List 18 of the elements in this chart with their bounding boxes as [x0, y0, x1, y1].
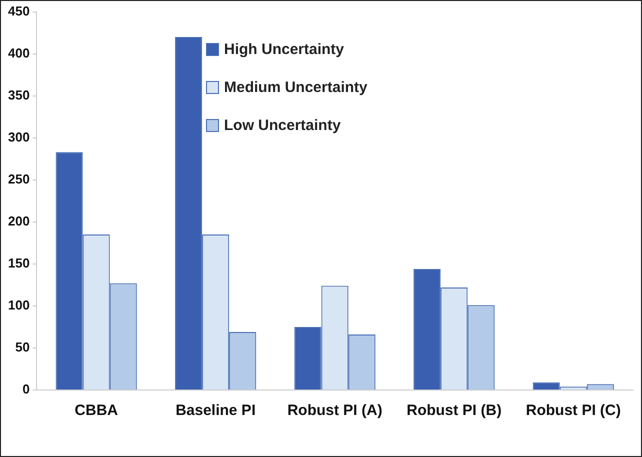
- y-tick-label: 50: [15, 340, 30, 355]
- legend-label: High Uncertainty: [224, 41, 344, 58]
- x-tick-label: Robust PI (B): [406, 402, 502, 420]
- y-tick-label: 0: [22, 382, 30, 397]
- legend-label: Low Uncertainty: [224, 117, 341, 134]
- x-tick-label: Robust PI (C): [526, 402, 621, 420]
- y-tick-label: 450: [8, 3, 30, 18]
- y-tick-label: 100: [8, 298, 30, 313]
- y-tick-label: 350: [8, 87, 30, 102]
- x-tick-label: CBBA: [74, 402, 118, 420]
- y-tick-label: 150: [8, 256, 30, 271]
- x-tick-label: Robust PI (A): [287, 402, 382, 420]
- y-tick-label: 400: [8, 45, 30, 60]
- x-tick-label: Baseline PI: [176, 402, 256, 420]
- y-tick-label: 250: [8, 171, 30, 186]
- y-tick-label: 200: [8, 213, 30, 228]
- y-tick-label: 300: [8, 129, 30, 144]
- legend-label: Medium Uncertainty: [224, 79, 368, 96]
